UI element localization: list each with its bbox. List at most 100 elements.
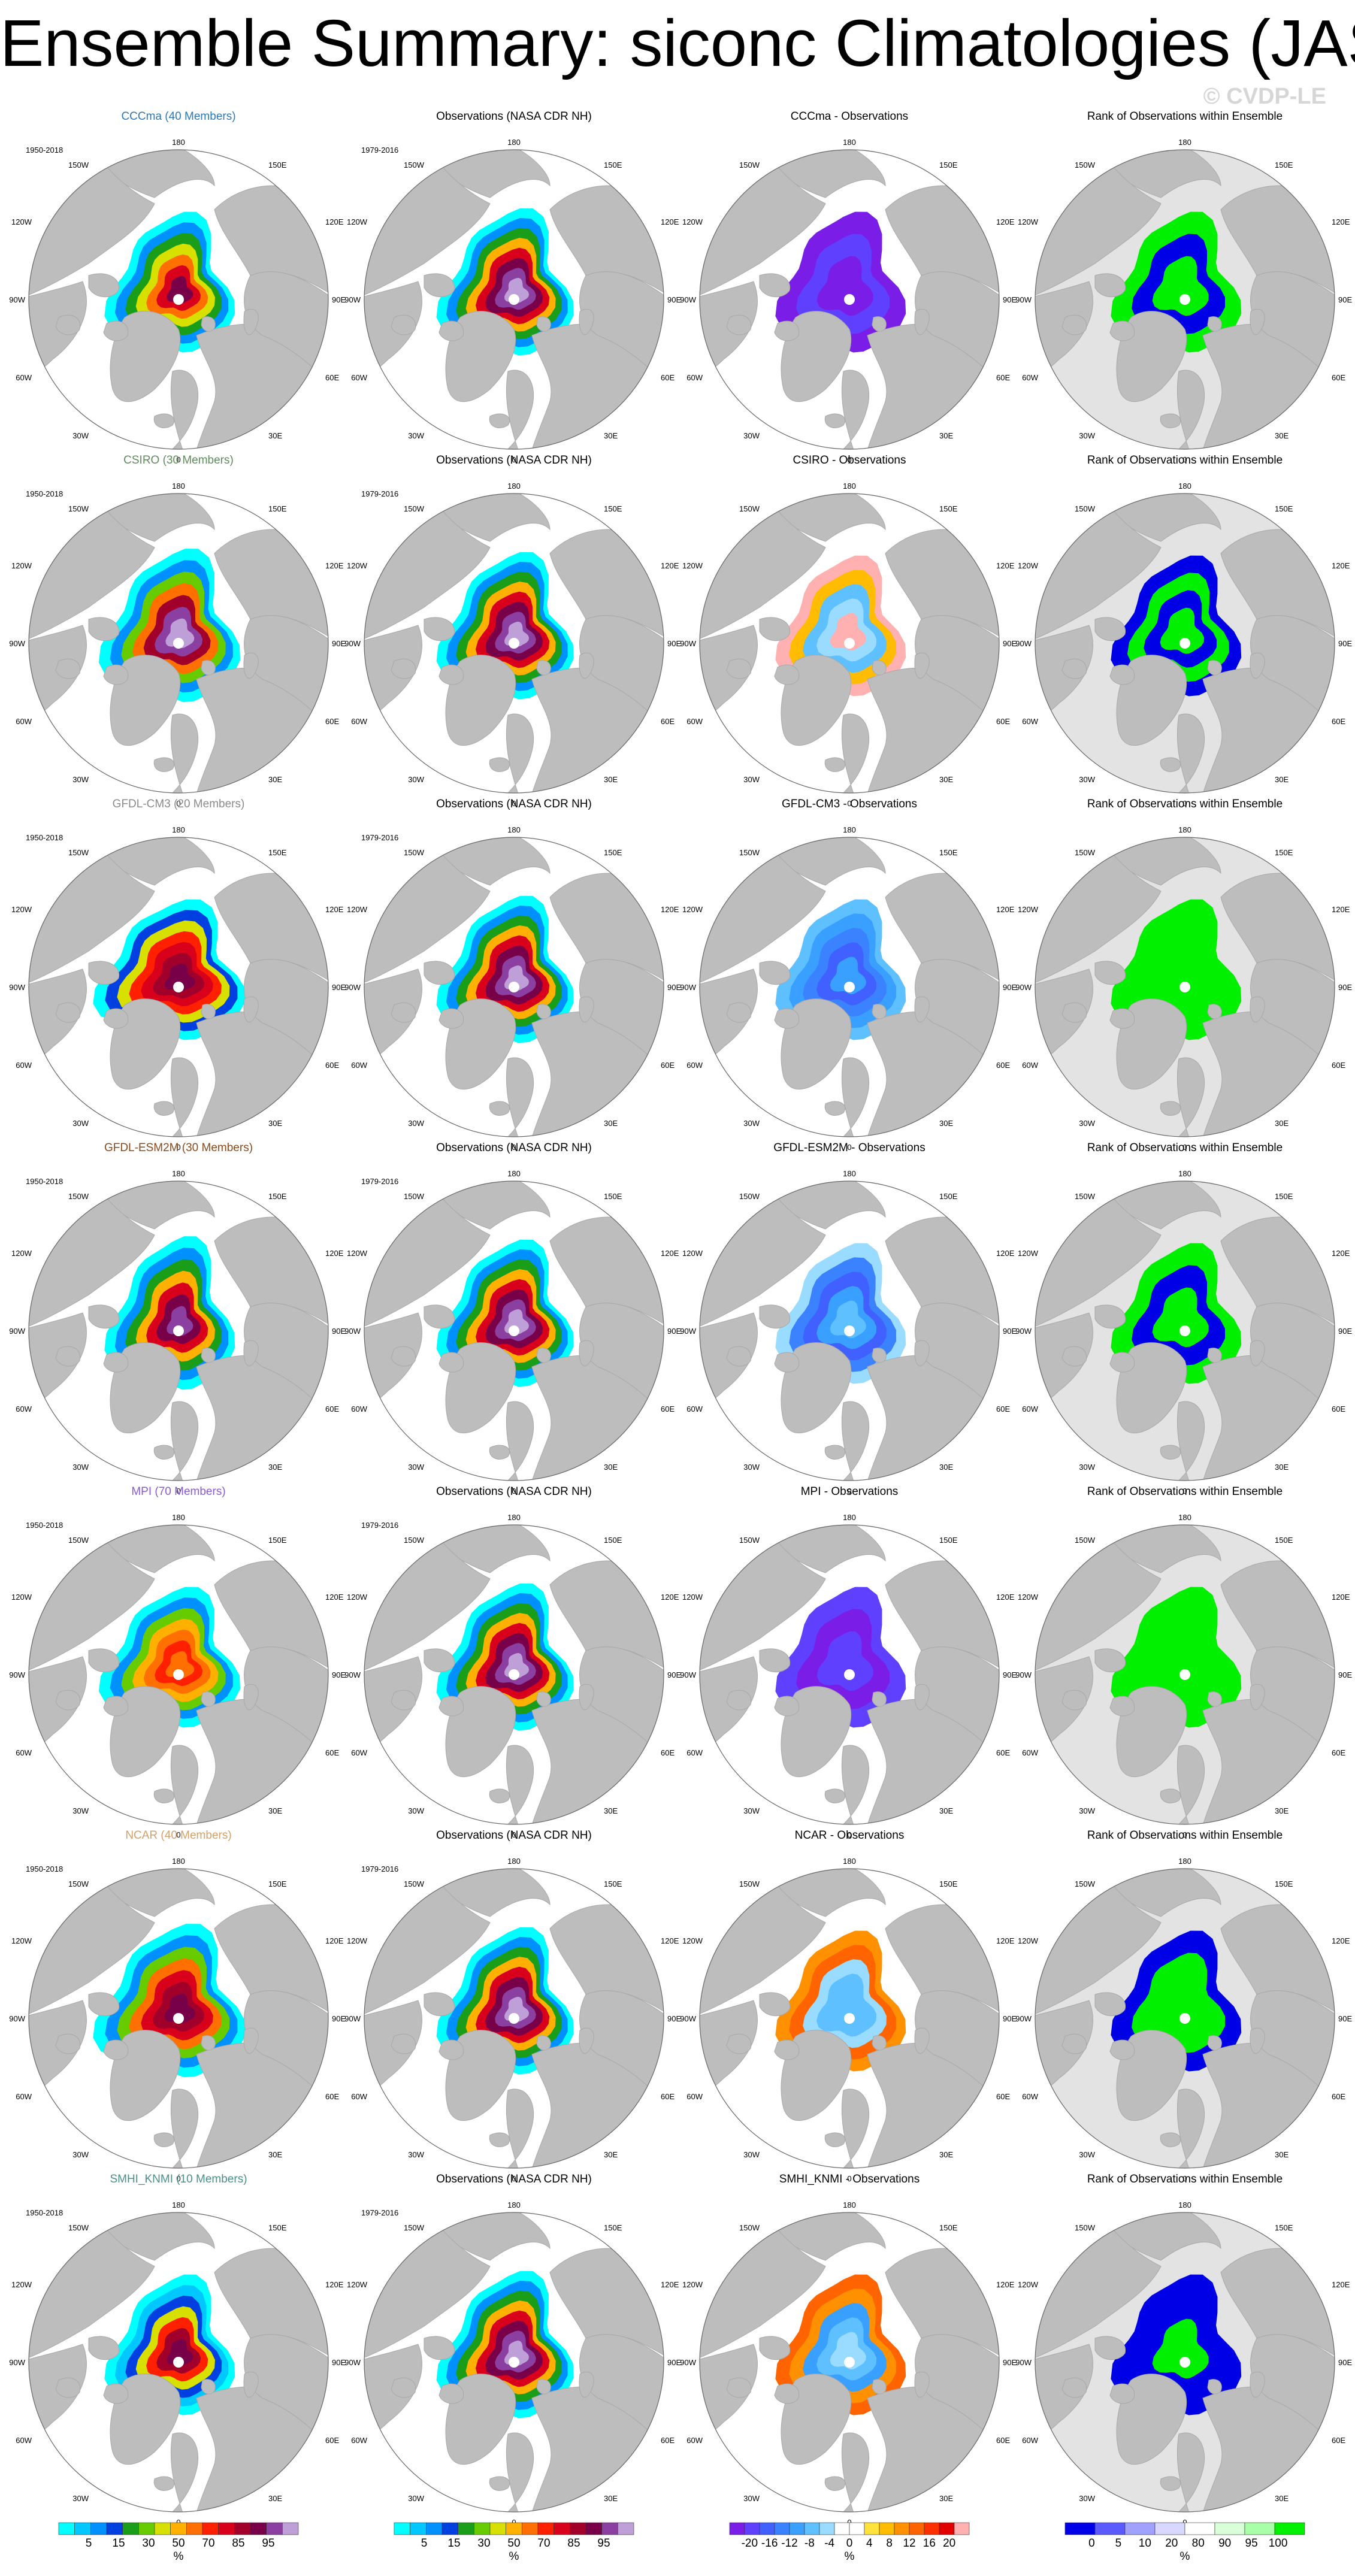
lon-label-60w: 60W (686, 2092, 703, 2101)
lon-label-90e: 90E (1003, 2358, 1017, 2367)
colorbar-swatch (138, 2522, 155, 2535)
lon-label-30e: 30E (939, 2150, 953, 2159)
colorbar-row: 5 15 30 50 70 85 95%5 15 30 50 70 85 95%-20 -16 -12 -8-… (58, 2522, 1305, 2563)
lon-label-150e: 150E (604, 161, 622, 169)
lon-label-60e: 60E (1332, 1748, 1345, 1757)
lon-label-180: 180 (172, 825, 185, 834)
colorbar-swatch (170, 2522, 187, 2535)
colorbar-swatch (426, 2522, 443, 2535)
colorbar-swatch (618, 2522, 634, 2535)
colorbar-swatch (218, 2522, 235, 2535)
lon-label-120e: 120E (325, 217, 344, 226)
lon-label-30w: 30W (408, 1806, 424, 1815)
lon-label-30e: 30E (1275, 775, 1289, 784)
lon-label-120w: 120W (11, 1936, 32, 1945)
lon-label-150e: 150E (268, 161, 287, 169)
lon-label-30e: 30E (939, 2494, 953, 2503)
lon-label-180: 180 (507, 1857, 521, 1866)
lon-label-0: 0 (1182, 1487, 1187, 1496)
lon-label-150e: 150E (939, 1192, 958, 1201)
lon-label-90w: 90W (9, 639, 25, 648)
lon-label-90w: 90W (344, 983, 361, 992)
lon-label-150e: 150E (604, 504, 622, 513)
colorbar-tick-label: 20 (943, 2537, 955, 2550)
rank-panel: Rank of Observations within Ensemble 180 0… (1015, 1829, 1352, 2183)
lon-label-30w: 30W (743, 431, 760, 440)
lon-label-90w: 90W (1015, 2358, 1032, 2367)
lon-label-90e: 90E (1338, 1327, 1352, 1336)
lon-label-30e: 30E (604, 2150, 618, 2159)
lon-label-60w: 60W (16, 1748, 32, 1757)
lon-label-60e: 60E (996, 1748, 1010, 1757)
colorbar-swatch (202, 2522, 219, 2535)
lon-label-60e: 60E (1332, 2436, 1345, 2445)
lon-label-60w: 60W (351, 1061, 367, 1070)
lon-label-120e: 120E (661, 217, 679, 226)
lon-label-60e: 60E (996, 373, 1010, 382)
model-panel-title: GFDL-CM3 (20 Members) (113, 798, 245, 810)
lon-label-120w: 120W (682, 1593, 703, 1602)
colorbar-tick-label: -4 (824, 2537, 834, 2550)
lon-label-150w: 150W (739, 848, 760, 857)
lon-label-60w: 60W (16, 373, 32, 382)
lon-label-180: 180 (1178, 1169, 1191, 1178)
lon-label-30w: 30W (1079, 431, 1095, 440)
lon-label-150e: 150E (604, 1879, 622, 1888)
lon-label-0: 0 (1182, 1830, 1187, 1839)
lon-label-30e: 30E (604, 2494, 618, 2503)
lon-label-60e: 60E (325, 2092, 339, 2101)
lon-label-60w: 60W (686, 373, 703, 382)
lon-label-30w: 30W (743, 2150, 760, 2159)
lon-label-150w: 150W (68, 848, 89, 857)
lon-label-150e: 150E (1275, 504, 1293, 513)
lon-label-180: 180 (507, 1513, 521, 1522)
lon-label-60w: 60W (351, 1748, 367, 1757)
lon-label-180: 180 (843, 1169, 856, 1178)
observations-years-label: 1979-2016 (361, 1521, 398, 1530)
colorbar-tick-label: 50 (507, 2537, 520, 2550)
lon-label-120e: 120E (325, 1593, 344, 1602)
lon-label-90w: 90W (9, 2358, 25, 2367)
lon-label-90w: 90W (680, 2358, 696, 2367)
lon-label-120w: 120W (11, 2280, 32, 2289)
colorbar-tick-label: -20 (742, 2537, 758, 2550)
lon-label-30e: 30E (1275, 431, 1289, 440)
lon-label-90e: 90E (1338, 1670, 1352, 1679)
colorbar-tick-label: 90 (1218, 2537, 1231, 2550)
lon-label-90w: 90W (9, 295, 25, 304)
model-panel-title: NCAR (40 Members) (125, 1829, 231, 1842)
lon-label-30w: 30W (408, 431, 424, 440)
observations-panel: Observations (NASA CDR NH) 1979-2016 180 0 1… (344, 1485, 681, 1839)
lon-label-30e: 30E (604, 1119, 618, 1128)
lon-label-120e: 120E (1332, 1936, 1350, 1945)
lon-label-120w: 120W (1018, 1936, 1039, 1945)
lon-label-120e: 120E (661, 2280, 679, 2289)
lon-label-0: 0 (512, 2518, 516, 2527)
lon-label-150w: 150W (68, 2223, 89, 2232)
model-panel-title: MPI (70 Members) (131, 1485, 225, 1498)
observations-years-label: 1979-2016 (361, 146, 398, 155)
difference-panel-title: SMHI_KNMI - Observations (779, 2173, 920, 2185)
lon-label-180: 180 (843, 2200, 856, 2209)
lon-label-30w: 30W (72, 2150, 89, 2159)
lon-label-30w: 30W (743, 1463, 760, 1472)
lon-label-60w: 60W (1022, 2436, 1038, 2445)
lon-label-120w: 120W (1018, 1249, 1039, 1258)
model-years-label: 1950-2018 (26, 1177, 63, 1186)
model-years-label: 1950-2018 (26, 833, 63, 842)
ensemble-row-cccma: CCCma (40 Members) 1950-2018 180 0 150W 120W 9… (9, 110, 1352, 464)
lon-label-150e: 150E (268, 848, 287, 857)
difference-panel-title: MPI - Observations (801, 1485, 899, 1498)
colorbar-tick-label: 95 (1245, 2537, 1258, 2550)
colorbar-units-label: % (509, 2550, 519, 2563)
lon-label-90e: 90E (1338, 2014, 1352, 2023)
lon-label-60e: 60E (661, 1061, 675, 1070)
lon-label-90w: 90W (680, 295, 696, 304)
lon-label-120w: 120W (682, 905, 703, 914)
lon-label-30e: 30E (939, 775, 953, 784)
lon-label-60w: 60W (1022, 1404, 1038, 1413)
model-years-label: 1950-2018 (26, 1521, 63, 1530)
lon-label-60w: 60W (351, 2092, 367, 2101)
lon-label-90e: 90E (667, 1670, 681, 1679)
observations-panel: Observations (NASA CDR NH) 1979-2016 180 0 1… (344, 798, 681, 1152)
